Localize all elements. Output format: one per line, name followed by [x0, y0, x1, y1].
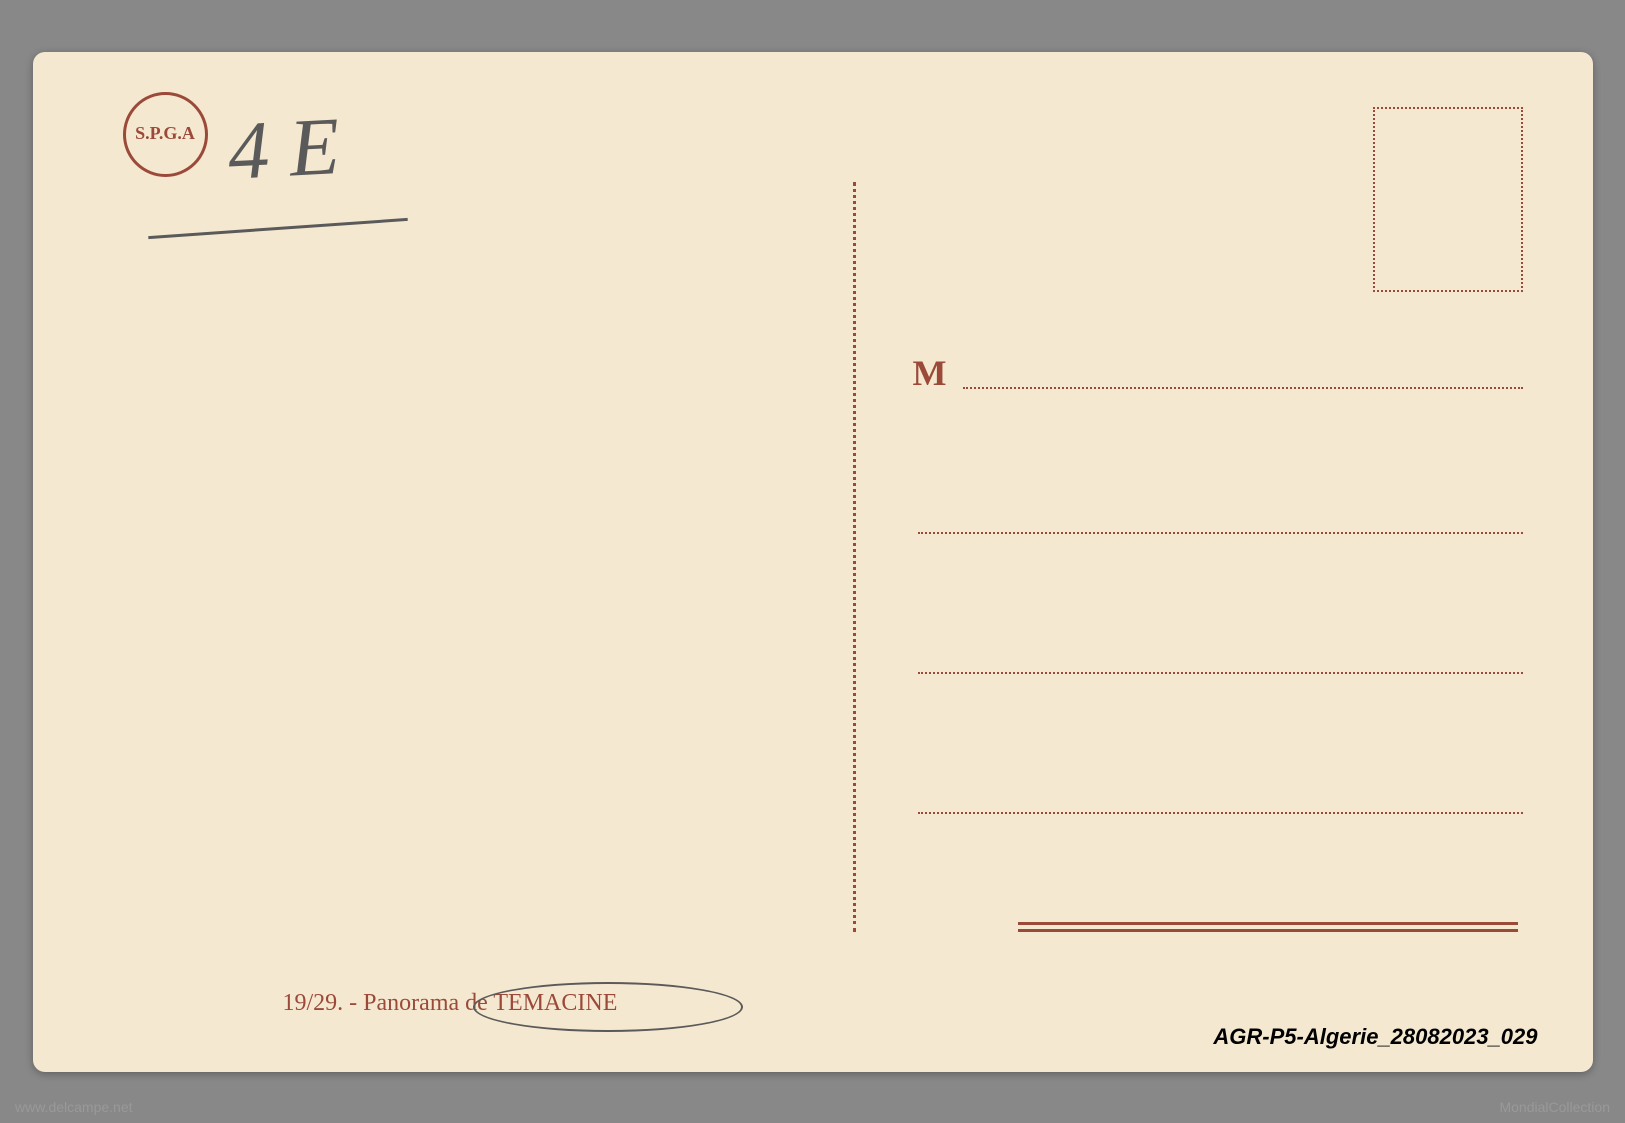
postage-stamp-placeholder: [1373, 107, 1523, 292]
address-line-1: [963, 387, 1523, 389]
monsieur-label: M: [913, 352, 947, 394]
postcard-back: S.P.G.A 4 E M 19/29. - Panorama de TEMAC…: [33, 52, 1593, 1072]
handwritten-price-mark: 4 E: [225, 99, 341, 199]
publisher-logo-stamp: S.P.G.A: [123, 92, 208, 177]
address-line-2: [918, 532, 1523, 534]
filename-label: AGR-P5-Algerie_28082023_029: [1213, 1024, 1537, 1050]
address-line-3: [918, 672, 1523, 674]
center-divider: [853, 182, 856, 932]
caption-text: Panorama de: [363, 990, 488, 1016]
handwritten-underline: [148, 217, 408, 238]
location-circle-annotation: [473, 982, 743, 1032]
bottom-rule-2: [1018, 929, 1518, 932]
address-line-4: [918, 812, 1523, 814]
caption-number: 19/29.: [283, 990, 344, 1016]
watermark-left: www.delcampe.net: [15, 1099, 133, 1115]
logo-text: S.P.G.A: [135, 124, 195, 144]
bottom-rule-1: [1018, 922, 1518, 925]
watermark-right: MondialCollection: [1499, 1099, 1610, 1115]
